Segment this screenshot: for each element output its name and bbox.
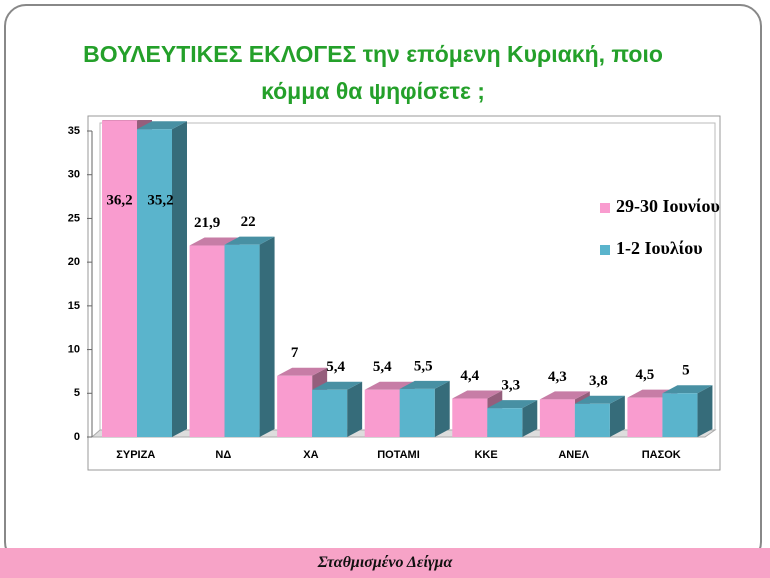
bar bbox=[137, 129, 172, 437]
y-tick-label: 15 bbox=[68, 300, 80, 312]
y-tick-label: 20 bbox=[68, 256, 80, 268]
bar bbox=[539, 399, 575, 437]
bar-top bbox=[312, 381, 363, 390]
value-label: 36,2 bbox=[106, 192, 132, 208]
y-tick-label: 5 bbox=[74, 387, 80, 399]
value-label: 7 bbox=[291, 345, 299, 361]
bar bbox=[102, 120, 137, 437]
x-tick-label: ΠΑΣΟΚ bbox=[642, 449, 681, 461]
legend-swatch bbox=[600, 245, 610, 255]
value-label: 4,4 bbox=[460, 368, 479, 384]
bar-side bbox=[697, 385, 713, 437]
x-tick-label: ΣΥΡΙΖΑ bbox=[116, 449, 155, 461]
chart-title: ΒΟΥΛΕΥΤΙΚΕΣ ΕΚΛΟΓΕΣ την επόμενη Κυριακή,… bbox=[83, 41, 663, 104]
legend-swatch bbox=[600, 203, 610, 213]
bar-top bbox=[539, 391, 590, 400]
bar bbox=[574, 403, 610, 437]
footer: Σταθμισμένο Δείγμα bbox=[0, 548, 770, 578]
value-label: 4,5 bbox=[636, 367, 655, 383]
value-label: 22 bbox=[241, 214, 256, 230]
bar-side bbox=[609, 395, 625, 437]
bar bbox=[364, 389, 400, 437]
value-label: 5 bbox=[682, 363, 690, 379]
bars bbox=[102, 120, 713, 437]
bar-side bbox=[259, 236, 275, 437]
bar-side bbox=[522, 400, 538, 437]
bar-top bbox=[487, 400, 538, 409]
bar-top bbox=[399, 380, 450, 389]
bar-top bbox=[662, 385, 713, 394]
bar bbox=[627, 397, 663, 437]
x-tick-label: ΧΑ bbox=[303, 449, 318, 461]
x-tick-label: ΠΟΤΑΜΙ bbox=[377, 449, 420, 461]
bar-top bbox=[224, 236, 275, 245]
x-tick-label: ΝΔ bbox=[215, 449, 231, 461]
value-label: 5,4 bbox=[326, 359, 345, 375]
value-label: 3,3 bbox=[501, 378, 520, 394]
legend-label: 1-2 Ιουλίου bbox=[616, 238, 703, 258]
chart: 0 5 10 15 20 25 30 35 ΣΥΡΙΖΑ 36,2 35,2 ΝΔ 21,9 22 ΧΑ 7 5… bbox=[68, 115, 721, 471]
bar bbox=[277, 375, 313, 437]
value-label: 4,3 bbox=[548, 369, 567, 385]
bar bbox=[224, 244, 260, 437]
y-tick-label: 30 bbox=[68, 169, 80, 181]
value-label: 35,2 bbox=[147, 192, 173, 208]
legend-label: 29-30 Ιουνίου bbox=[616, 196, 720, 216]
x-tick-label: ΚΚΕ bbox=[474, 449, 497, 461]
bar-side bbox=[347, 381, 363, 437]
y-tick-label: 10 bbox=[68, 343, 80, 355]
bar-top bbox=[574, 395, 625, 404]
plot-border bbox=[87, 115, 721, 471]
value-label: 5,4 bbox=[373, 359, 392, 375]
bar bbox=[487, 408, 523, 437]
value-label: 21,9 bbox=[194, 215, 220, 231]
y-tick-label: 25 bbox=[68, 212, 80, 224]
bar bbox=[189, 245, 225, 437]
bar-top bbox=[102, 120, 138, 121]
value-label: 3,8 bbox=[589, 373, 608, 389]
y-tick-label: 0 bbox=[74, 431, 80, 443]
bar bbox=[312, 389, 348, 437]
bar bbox=[662, 393, 698, 437]
bar-side bbox=[434, 380, 450, 437]
y-tick-label: 35 bbox=[68, 125, 80, 137]
bar-top bbox=[452, 390, 503, 399]
x-tick-label: ΑΝΕΛ bbox=[558, 449, 589, 461]
bar-top bbox=[277, 367, 328, 376]
bar bbox=[399, 388, 435, 437]
value-label: 5,5 bbox=[414, 358, 433, 374]
bar-top bbox=[137, 121, 187, 130]
bar bbox=[452, 398, 488, 437]
bar-side bbox=[172, 121, 187, 437]
